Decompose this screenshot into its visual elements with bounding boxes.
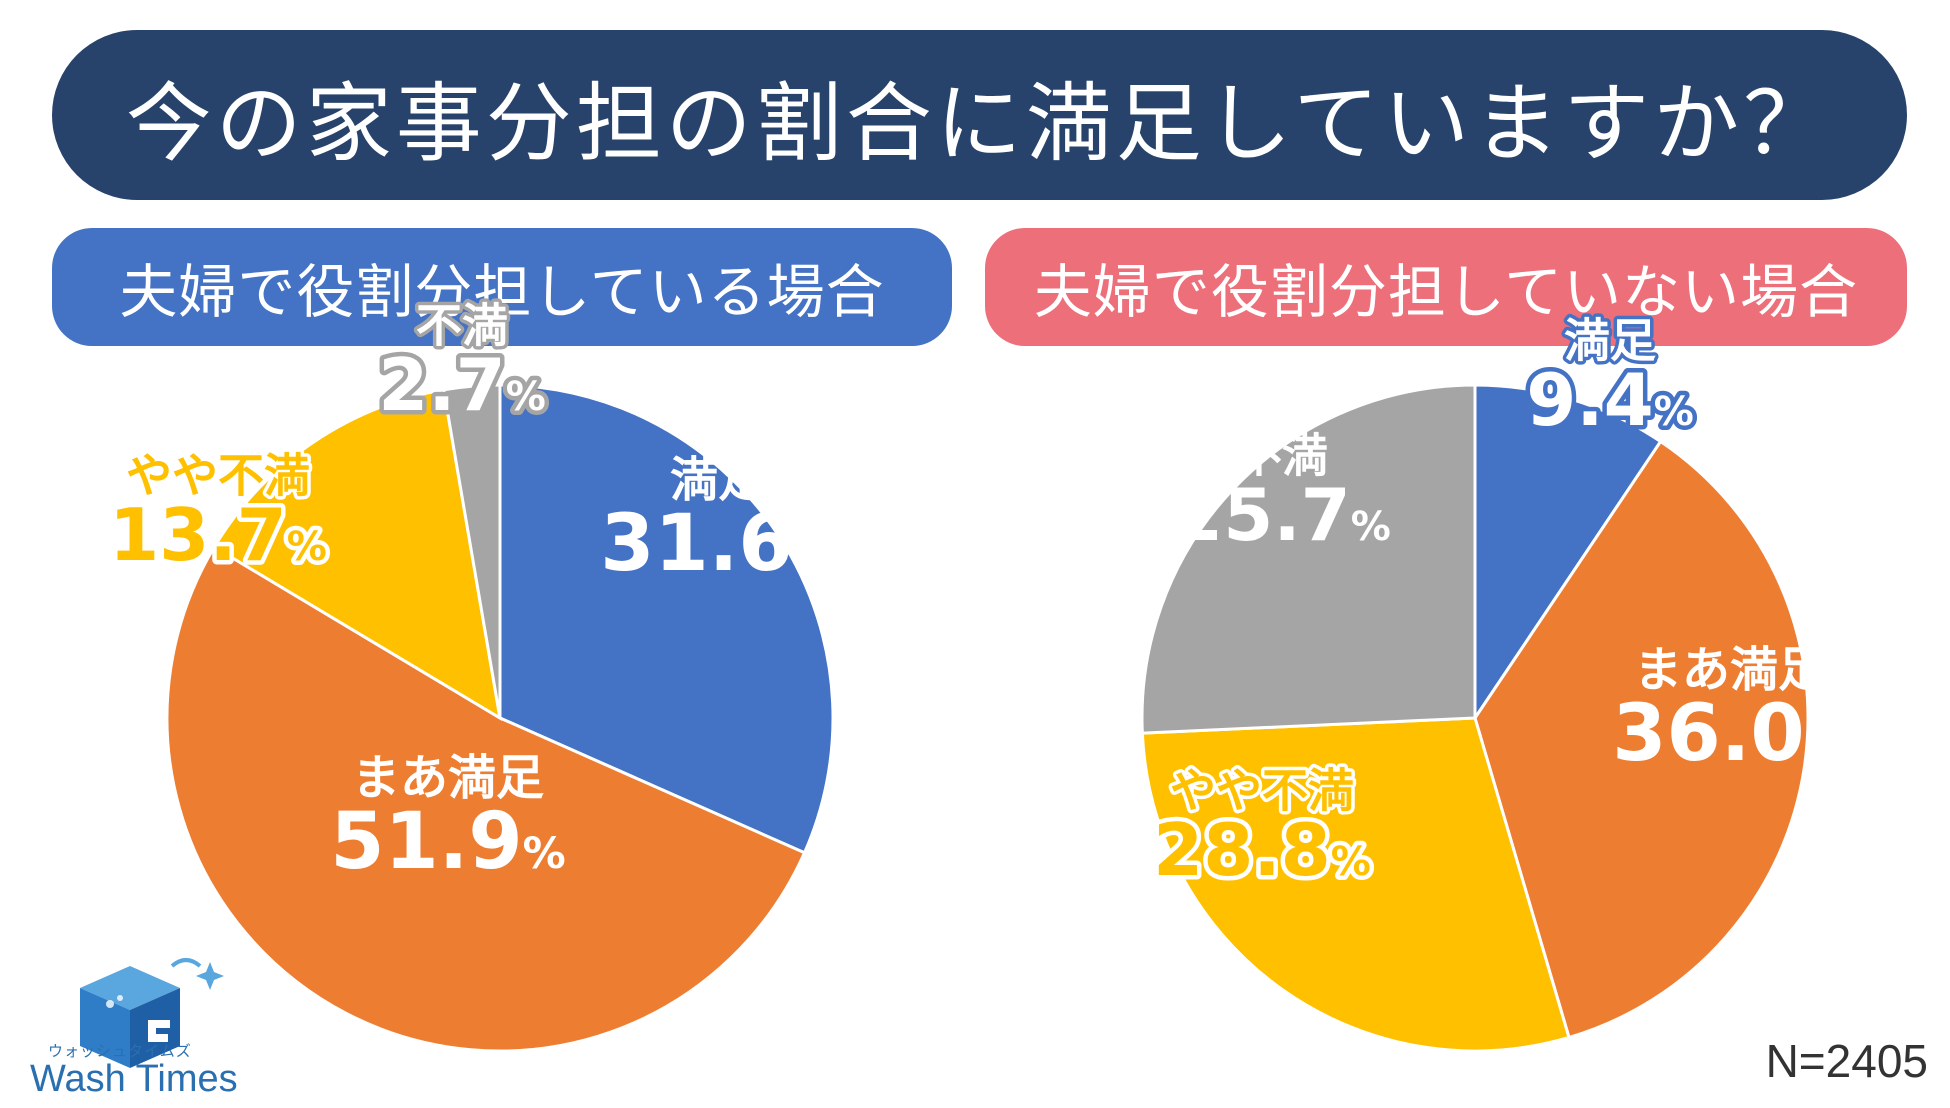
left-subtitle: 夫婦で役割分担している場合 [119,258,885,326]
right-subtitle-banner: 夫婦で役割分担していない場合 [985,228,1907,346]
pie1-slice-0-label: 満足 [670,452,766,508]
pie2-slice-2 [1140,716,1571,1053]
pie2-slice-2-unit: % [1331,839,1371,885]
pie1-slice-3-value: 2.7% [378,343,546,427]
pie2-slice-0-label: 満足 [1564,314,1656,368]
pie2-slice-1-value: 36.0% [1612,689,1848,779]
pie1-slice-2-label: やや不満 [126,449,310,503]
pie1-slice-3-unit: % [506,374,546,420]
logo-kana: ウォッシュタイムズ [48,1042,192,1060]
logo-name: Wash Times [30,1058,238,1100]
pie1-slice-0-unit: % [793,531,836,581]
pie1-slice-1-unit: % [523,829,566,879]
pie1-slice-2-unit: % [287,524,327,570]
pie2-slice-3 [1140,383,1477,735]
pie2-slice-1-label: まあ満足 [1634,642,1826,698]
pie2-slice-1-unit: % [1805,721,1848,771]
pie2-slice-2-label: やや不満 [1170,764,1354,818]
pie1-slice-0 [498,383,835,855]
pie2-slice-2-value: 28.8% [1153,808,1371,892]
pie2-slice-1 [1473,439,1810,1040]
title-banner: 今の家事分担の割合に満足していますか？ [52,30,1907,200]
sample-size: N=2405 [1765,1035,1928,1087]
pie2-slice-0-unit: % [1654,389,1694,435]
pie2-slice-3-label: 不満 [1236,429,1328,483]
pie2-slice-0-value: 9.4% [1526,358,1694,442]
pie1-slice-3 [441,383,502,719]
pie1-slice-1-label: まあ満足 [352,750,544,806]
pie1-slice-1 [165,544,807,1053]
pie1-slice-0-value: 31.6% [600,499,836,589]
pie2-slice-3-unit: % [1351,504,1391,550]
pie2-slice-0 [1473,383,1663,723]
pie1-slice-2 [212,388,503,721]
pie1-slice-3-label: 不満 [416,299,508,353]
wash-times-logo-icon [80,958,224,1068]
right-subtitle: 夫婦で役割分担していない場合 [1033,258,1859,326]
left-subtitle-banner: 夫婦で役割分担している場合 [52,228,952,346]
chart-title: 今の家事分担の割合に満足していますか？ [125,73,1834,174]
